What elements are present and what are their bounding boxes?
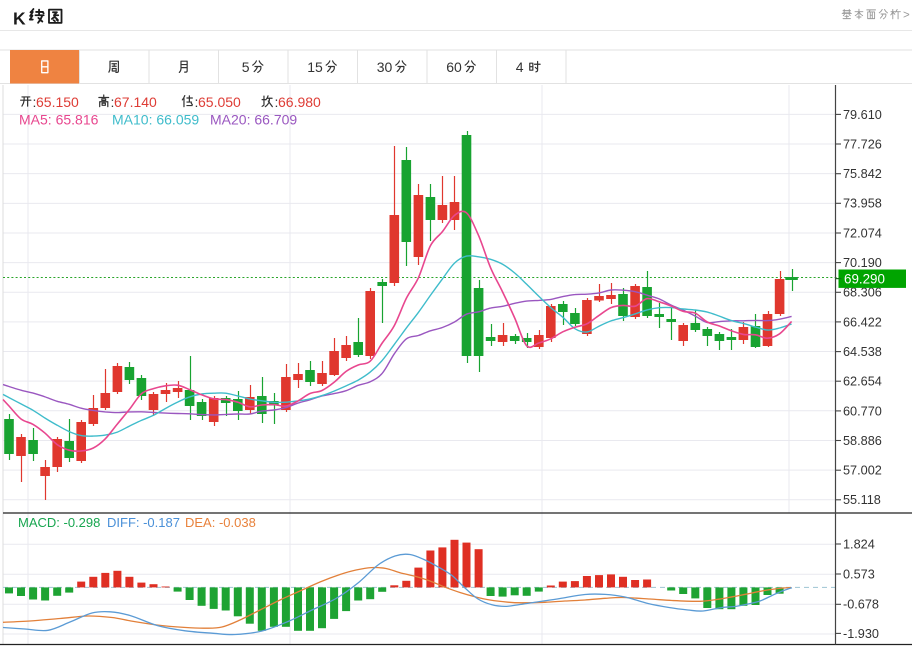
svg-text:68.306: 68.306 [843,286,882,300]
svg-text:MA5: 65.816: MA5: 65.816 [19,112,99,128]
svg-text:MACD: -0.298: MACD: -0.298 [18,515,100,530]
svg-text:15: 15 [307,59,323,75]
svg-text:60: 60 [446,59,462,75]
svg-text:MA20: 66.709: MA20: 66.709 [210,112,297,128]
svg-text:64.538: 64.538 [843,345,882,359]
svg-text:65.150: 65.150 [36,94,79,110]
svg-text:>: > [903,10,910,22]
svg-text:62.654: 62.654 [843,375,882,389]
svg-text:75.842: 75.842 [843,167,882,181]
svg-text:MA10: 66.059: MA10: 66.059 [112,112,199,128]
svg-text:-0.678: -0.678 [843,598,879,612]
svg-text::: : [33,94,37,110]
svg-text:DEA: -0.038: DEA: -0.038 [185,515,256,530]
svg-text:30: 30 [377,59,393,75]
svg-text:-1.930: -1.930 [843,627,879,641]
svg-text:66.980: 66.980 [278,94,321,110]
svg-text::: : [111,94,115,110]
svg-text:70.190: 70.190 [843,256,882,270]
svg-text:0.573: 0.573 [843,567,875,581]
svg-text:57.002: 57.002 [843,464,882,478]
svg-text:67.140: 67.140 [114,94,157,110]
svg-text:73.958: 73.958 [843,197,882,211]
svg-text:65.050: 65.050 [198,94,241,110]
svg-text::: : [275,94,279,110]
svg-text:4: 4 [516,59,524,75]
svg-text:60.770: 60.770 [843,404,882,418]
svg-text:55.118: 55.118 [843,493,881,507]
svg-text:DIFF: -0.187: DIFF: -0.187 [107,515,180,530]
svg-text:58.886: 58.886 [843,434,882,448]
svg-text:77.726: 77.726 [843,137,882,151]
svg-text:69.290: 69.290 [844,272,885,287]
svg-text::: : [195,94,199,110]
svg-text:K: K [13,9,26,29]
svg-text:79.610: 79.610 [843,108,882,122]
svg-text:66.422: 66.422 [843,315,882,329]
svg-text:5: 5 [242,59,250,75]
svg-text:72.074: 72.074 [843,226,882,240]
svg-text:1.824: 1.824 [843,537,875,551]
